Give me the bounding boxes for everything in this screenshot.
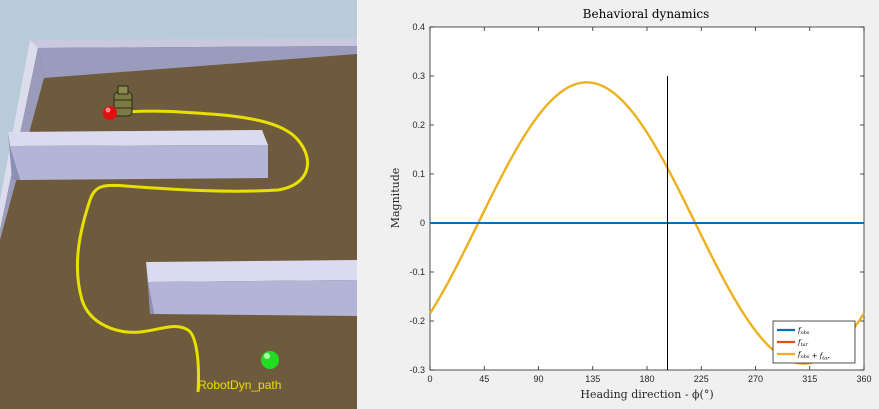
wall-back bbox=[30, 38, 357, 48]
simulation-view[interactable]: RobotDyn_path bbox=[0, 0, 357, 409]
y-tick-label: 0.4 bbox=[412, 22, 425, 32]
behavioral-dynamics-chart: Behavioral dynamics -0.3-0.2-0.100.10.20… bbox=[389, 7, 872, 401]
x-axis-label: Heading direction - ϕ(°) bbox=[580, 388, 713, 401]
obstacle-wall-lower bbox=[148, 280, 357, 316]
y-axis-label: Magnitude bbox=[389, 168, 402, 229]
x-tick-label: 315 bbox=[802, 374, 817, 384]
y-tick-label: -0.2 bbox=[409, 316, 425, 326]
x-tick-label: 45 bbox=[479, 374, 489, 384]
legend-label: ftar bbox=[797, 339, 809, 349]
x-tick-label: 360 bbox=[856, 374, 871, 384]
floor-inner bbox=[0, 76, 357, 409]
legend-label: fobs + ftar bbox=[797, 351, 830, 362]
obstacle-wall-upper bbox=[10, 145, 268, 180]
x-tick-label: 270 bbox=[748, 374, 763, 384]
x-tick-label: 180 bbox=[639, 374, 654, 384]
goal-ball bbox=[261, 351, 279, 369]
robot-icon[interactable] bbox=[113, 85, 133, 117]
chart-title: Behavioral dynamics bbox=[583, 7, 710, 21]
target-ball bbox=[103, 106, 117, 120]
y-tick-label: 0 bbox=[420, 218, 425, 228]
obstacle-top-face bbox=[8, 130, 268, 146]
y-axis: -0.3 -0.2 -0.1 0 0.1 0.2 0.3 0.4 bbox=[409, 22, 864, 375]
plot-figure: Behavioral dynamics -0.3 -0.2 -0.1 0 0.1 0.2 0… bbox=[357, 0, 879, 409]
x-tick-label: 90 bbox=[533, 374, 543, 384]
y-tick-label: -0.3 bbox=[409, 365, 425, 375]
y-tick-label: 0.2 bbox=[412, 120, 425, 130]
legend: fobs ftar fobs + ftar bbox=[772, 320, 856, 364]
obstacle-side-2 bbox=[146, 262, 154, 314]
target-ball-highlight bbox=[105, 107, 111, 113]
path-label: RobotDyn_path bbox=[198, 378, 281, 392]
x-tick-label: 135 bbox=[585, 374, 600, 384]
y-tick-label: 0.1 bbox=[412, 169, 425, 179]
legend-label: fobs bbox=[797, 327, 810, 337]
obstacle-side bbox=[8, 132, 20, 180]
simulation-scene: RobotDyn_path bbox=[0, 0, 357, 409]
goal-ball-highlight bbox=[264, 353, 270, 359]
plot-area bbox=[429, 26, 865, 371]
obstacle-top-face-2 bbox=[146, 260, 357, 282]
x-tick-label: 0 bbox=[427, 374, 432, 384]
x-axis: 0 45 90 135 180 225 270 315 360 bbox=[427, 27, 872, 384]
wall-back-inner bbox=[38, 46, 357, 78]
x-tick-label: 225 bbox=[694, 374, 709, 384]
robot-path bbox=[75, 109, 310, 393]
y-tick-label: -0.1 bbox=[409, 267, 425, 277]
y-tick-label: 0.3 bbox=[412, 71, 425, 81]
